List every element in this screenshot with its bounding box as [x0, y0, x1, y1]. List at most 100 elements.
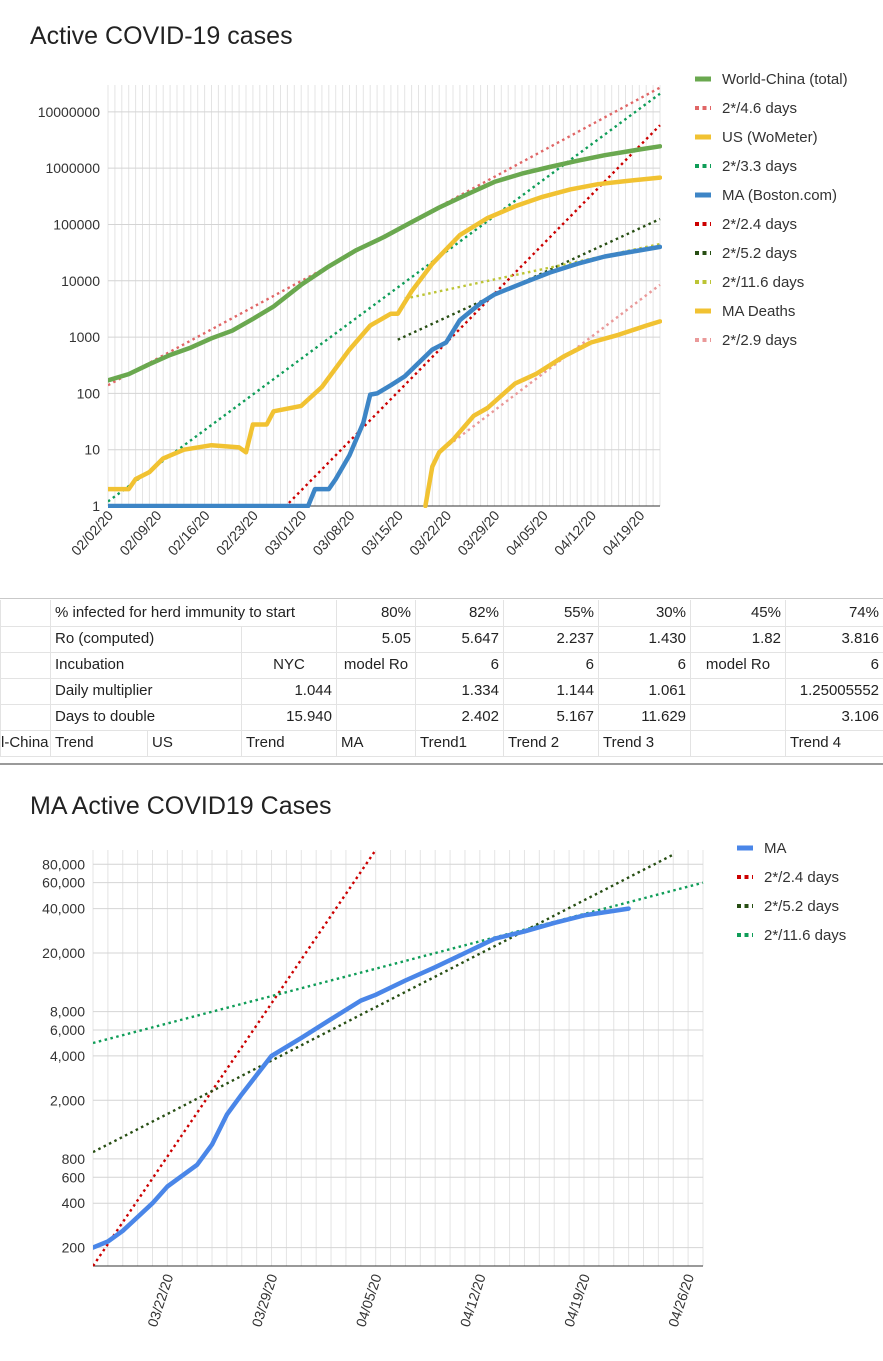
- table-cell[interactable]: NYC: [241, 652, 336, 678]
- x-tick-label: 02/16/20: [164, 507, 212, 558]
- table-cell[interactable]: 1.430: [598, 626, 690, 652]
- legend-label: US (WoMeter): [722, 129, 818, 146]
- series-line: [108, 144, 662, 383]
- table-cell[interactable]: 3.816: [785, 626, 883, 652]
- table-cell[interactable]: 2.402: [415, 704, 503, 730]
- y-tick-label: 8,000: [50, 1004, 85, 1020]
- table-cell[interactable]: 55%: [503, 600, 598, 626]
- table-cell[interactable]: 5.647: [415, 626, 503, 652]
- table-row: % infected for herd immunity to start 80%…: [0, 600, 883, 627]
- series-line: [282, 124, 661, 508]
- x-tick-label: 03/01/20: [261, 507, 309, 558]
- table-cell[interactable]: 74%: [785, 600, 883, 626]
- table-cell[interactable]: Ro (computed): [50, 626, 241, 652]
- legend-label: 2*/5.2 days: [722, 245, 797, 262]
- table-row: Incubation NYC model Ro 6 6 6 model Ro 6: [0, 652, 883, 679]
- chart-title: Active COVID-19 cases: [30, 22, 293, 50]
- table-cell[interactable]: Days to double: [50, 704, 241, 730]
- table-cell[interactable]: [336, 704, 415, 730]
- legend: World-China (total) 2*/4.6 days US (WoMete…: [695, 71, 848, 349]
- table-cell[interactable]: US: [147, 730, 241, 756]
- table-cell[interactable]: 6: [785, 652, 883, 678]
- table-cell[interactable]: MA: [336, 730, 415, 756]
- table-cell[interactable]: [0, 704, 50, 730]
- legend-item: 2*/11.6 days: [695, 274, 804, 291]
- table-cell[interactable]: 6: [598, 652, 690, 678]
- table-cell[interactable]: 6: [503, 652, 598, 678]
- legend-label: 2*/2.9 days: [722, 332, 797, 349]
- table-cell[interactable]: [241, 626, 336, 652]
- y-tick-label: 100000: [53, 216, 100, 232]
- table-cell[interactable]: [690, 704, 785, 730]
- table-cell[interactable]: 1.044: [241, 678, 336, 704]
- table-cell[interactable]: Trend 4: [785, 730, 883, 756]
- table-row: l-China Trend US Trend MA Trend1 Trend 2 Trend …: [0, 730, 883, 757]
- x-tick-label: 04/12/20: [457, 1272, 489, 1329]
- table-cell[interactable]: [0, 626, 50, 652]
- grid: [92, 850, 704, 1266]
- y-tick-label: 200: [62, 1240, 86, 1256]
- legend-label: 2*/11.6 days: [764, 927, 846, 944]
- table-cell[interactable]: Trend 3: [598, 730, 690, 756]
- table-cell[interactable]: Daily multiplier: [50, 678, 241, 704]
- table-cell[interactable]: 1.25005552: [785, 678, 883, 704]
- table-cell[interactable]: 11.629: [598, 704, 690, 730]
- table-cell[interactable]: [690, 730, 785, 756]
- x-tick-label: 03/22/20: [406, 507, 454, 558]
- legend-label: MA: [764, 840, 787, 857]
- table-cell[interactable]: 6: [415, 652, 503, 678]
- plot-area: [108, 86, 662, 508]
- table-cell[interactable]: [0, 600, 50, 626]
- table-cell[interactable]: [336, 678, 415, 704]
- table-cell[interactable]: model Ro: [690, 652, 785, 678]
- table-cell[interactable]: 3.106: [785, 704, 883, 730]
- y-tick-label: 10000000: [38, 104, 101, 120]
- x-tick-label: 03/15/20: [358, 507, 406, 558]
- table-cell[interactable]: model Ro: [336, 652, 415, 678]
- table-cell[interactable]: Trend 2: [503, 730, 598, 756]
- table-cell[interactable]: Trend: [50, 730, 147, 756]
- table-cell[interactable]: 1.144: [503, 678, 598, 704]
- table-cell[interactable]: 30%: [598, 600, 690, 626]
- table-cell[interactable]: [690, 678, 785, 704]
- table-cell[interactable]: [0, 652, 50, 678]
- legend-item: US (WoMeter): [695, 129, 818, 146]
- legend-label: MA Deaths: [722, 303, 795, 320]
- table-cell[interactable]: 2.237: [503, 626, 598, 652]
- table-cell[interactable]: Trend1: [415, 730, 503, 756]
- x-tick-label: 04/19/20: [561, 1272, 593, 1329]
- table-cell[interactable]: 5.05: [336, 626, 415, 652]
- y-tick-label: 80,000: [42, 856, 85, 872]
- legend-item: 2*/2.4 days: [695, 216, 797, 233]
- table-cell[interactable]: [0, 678, 50, 704]
- series-line: [108, 175, 662, 492]
- x-tick-label: 04/05/20: [352, 1272, 384, 1329]
- table-cell[interactable]: Trend: [241, 730, 336, 756]
- table-cell[interactable]: 1.82: [690, 626, 785, 652]
- legend-item: 2*/11.6 days: [737, 927, 846, 944]
- table-cell[interactable]: 82%: [415, 600, 503, 626]
- table-cell[interactable]: 80%: [336, 600, 415, 626]
- x-tick-label: 04/19/20: [599, 507, 647, 558]
- table-cell[interactable]: Incubation: [50, 652, 241, 678]
- table-cell[interactable]: l-China: [0, 730, 50, 756]
- ma-active-cases-chart: 200 400 600 800 2,000 4,000 6,000 8,000 20,000 40…: [42, 840, 846, 1329]
- table-cell[interactable]: 1.061: [598, 678, 690, 704]
- y-tick-label: 2,000: [50, 1092, 85, 1108]
- legend-item: 2*/3.3 days: [695, 158, 797, 175]
- x-tick-label: 02/02/20: [68, 507, 116, 558]
- legend-item: MA: [737, 840, 787, 857]
- table-cell[interactable]: 15.940: [241, 704, 336, 730]
- table-cell[interactable]: 5.167: [503, 704, 598, 730]
- table-cell[interactable]: % infected for herd immunity to start: [50, 600, 336, 626]
- series-line: [108, 244, 662, 508]
- y-tick-label: 100: [77, 385, 101, 401]
- x-tick-label: 03/08/20: [309, 507, 357, 558]
- table-cell[interactable]: 45%: [690, 600, 785, 626]
- legend-label: World-China (total): [722, 71, 848, 88]
- table-row: Days to double 15.940 2.402 5.167 11.629 3.10…: [0, 704, 883, 731]
- table-cell[interactable]: 1.334: [415, 678, 503, 704]
- legend-label: MA (Boston.com): [722, 187, 837, 204]
- chart-title: MA Active COVID19 Cases: [30, 792, 332, 820]
- legend-label: 2*/5.2 days: [764, 898, 839, 915]
